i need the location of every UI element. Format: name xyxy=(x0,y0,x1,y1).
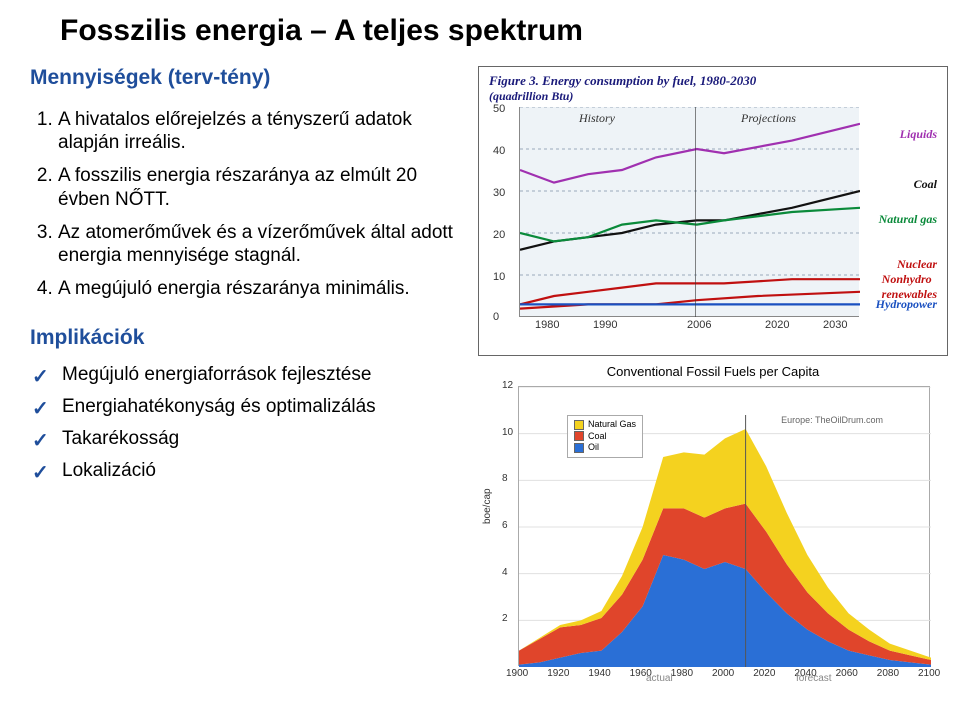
x-tick: 1980 xyxy=(671,668,693,679)
x-tick: 1990 xyxy=(593,319,617,331)
x-tick: 2020 xyxy=(753,668,775,679)
x-tick: 2006 xyxy=(687,319,711,331)
x-tick: 2020 xyxy=(765,319,789,331)
subtitle: Mennyiségek (terv-tény) xyxy=(30,66,470,90)
right-column: Figure 3. Energy consumption by fuel, 19… xyxy=(478,66,950,694)
fig1-title: Figure 3. Energy consumption by fuel, 19… xyxy=(489,73,756,89)
series-label-gas: Natural gas xyxy=(879,212,937,227)
x-tick: 2000 xyxy=(712,668,734,679)
implication-item: Megújuló energiaforrások fejlesztése xyxy=(58,364,470,386)
fig2-title: Conventional Fossil Fuels per Capita xyxy=(478,364,948,379)
fig1-subtitle: (quadrillion Btu) xyxy=(489,89,573,104)
energy-consumption-chart: Figure 3. Energy consumption by fuel, 19… xyxy=(478,66,948,356)
y-tick: 4 xyxy=(502,567,508,578)
legend-item: Natural Gas xyxy=(574,419,636,431)
y-tick: 2 xyxy=(502,613,508,624)
page-title: Fosszilis energia – A teljes spektrum xyxy=(0,0,960,48)
points-list: A hivatalos előrejelzés a tényszerű adat… xyxy=(30,108,470,300)
x-tick: 1900 xyxy=(506,668,528,679)
x-tick: 2030 xyxy=(823,319,847,331)
implications-list: Megújuló energiaforrások fejlesztése Ene… xyxy=(30,364,470,482)
fossil-per-capita-chart: Conventional Fossil Fuels per Capita Nat… xyxy=(478,364,948,694)
history-projection-divider xyxy=(695,107,696,317)
y-tick: 40 xyxy=(493,145,505,157)
fig1-plot-area xyxy=(519,107,859,317)
y-tick: 0 xyxy=(493,311,499,323)
implication-item: Energiahatékonyság és optimalizálás xyxy=(58,396,470,418)
series-label-liquids: Liquids xyxy=(900,127,937,142)
x-tick: 1920 xyxy=(547,668,569,679)
y-tick: 50 xyxy=(493,103,505,115)
fig2-legend: Natural GasCoalOil xyxy=(567,415,643,458)
y-tick: 6 xyxy=(502,520,508,531)
x-tick: 2100 xyxy=(918,668,940,679)
series-label-nuclear: Nuclear xyxy=(897,257,937,272)
point-item: Az atomerőművek és a vízerőművek által a… xyxy=(58,221,470,267)
implications-title: Implikációk xyxy=(30,326,470,350)
legend-item: Oil xyxy=(574,442,636,454)
y-tick: 8 xyxy=(502,473,508,484)
legend-item: Coal xyxy=(574,431,636,443)
y-tick: 10 xyxy=(493,271,505,283)
x-tick: 2080 xyxy=(877,668,899,679)
history-label: History xyxy=(579,111,615,126)
x-tick: 1980 xyxy=(535,319,559,331)
forecast-label: forecast xyxy=(796,673,832,684)
point-item: A fosszilis energia részaránya az elmúlt… xyxy=(58,164,470,210)
projections-label: Projections xyxy=(741,111,796,126)
series-label-coal: Coal xyxy=(914,177,937,192)
implication-item: Takarékosság xyxy=(58,428,470,450)
left-column: Mennyiségek (terv-tény) A hivatalos előr… xyxy=(30,66,470,694)
fig2-credit: Europe: TheOilDrum.com xyxy=(781,415,883,425)
y-tick: 30 xyxy=(493,187,505,199)
y-tick: 10 xyxy=(502,427,513,438)
series-label-hydro: Hydropower xyxy=(876,297,937,312)
fig2-plot-area: Natural GasCoalOil Europe: TheOilDrum.co… xyxy=(518,386,930,666)
point-item: A megújuló energia részaránya minimális. xyxy=(58,277,470,300)
x-tick: 1940 xyxy=(588,668,610,679)
actual-label: actual xyxy=(646,673,673,684)
point-item: A hivatalos előrejelzés a tényszerű adat… xyxy=(58,108,470,154)
fig2-ylabel: boe/cap xyxy=(482,488,493,524)
y-tick: 12 xyxy=(502,380,513,391)
x-tick: 2060 xyxy=(836,668,858,679)
implication-item: Lokalizáció xyxy=(58,460,470,482)
y-tick: 20 xyxy=(493,229,505,241)
content-row: Mennyiségek (terv-tény) A hivatalos előr… xyxy=(0,48,960,694)
